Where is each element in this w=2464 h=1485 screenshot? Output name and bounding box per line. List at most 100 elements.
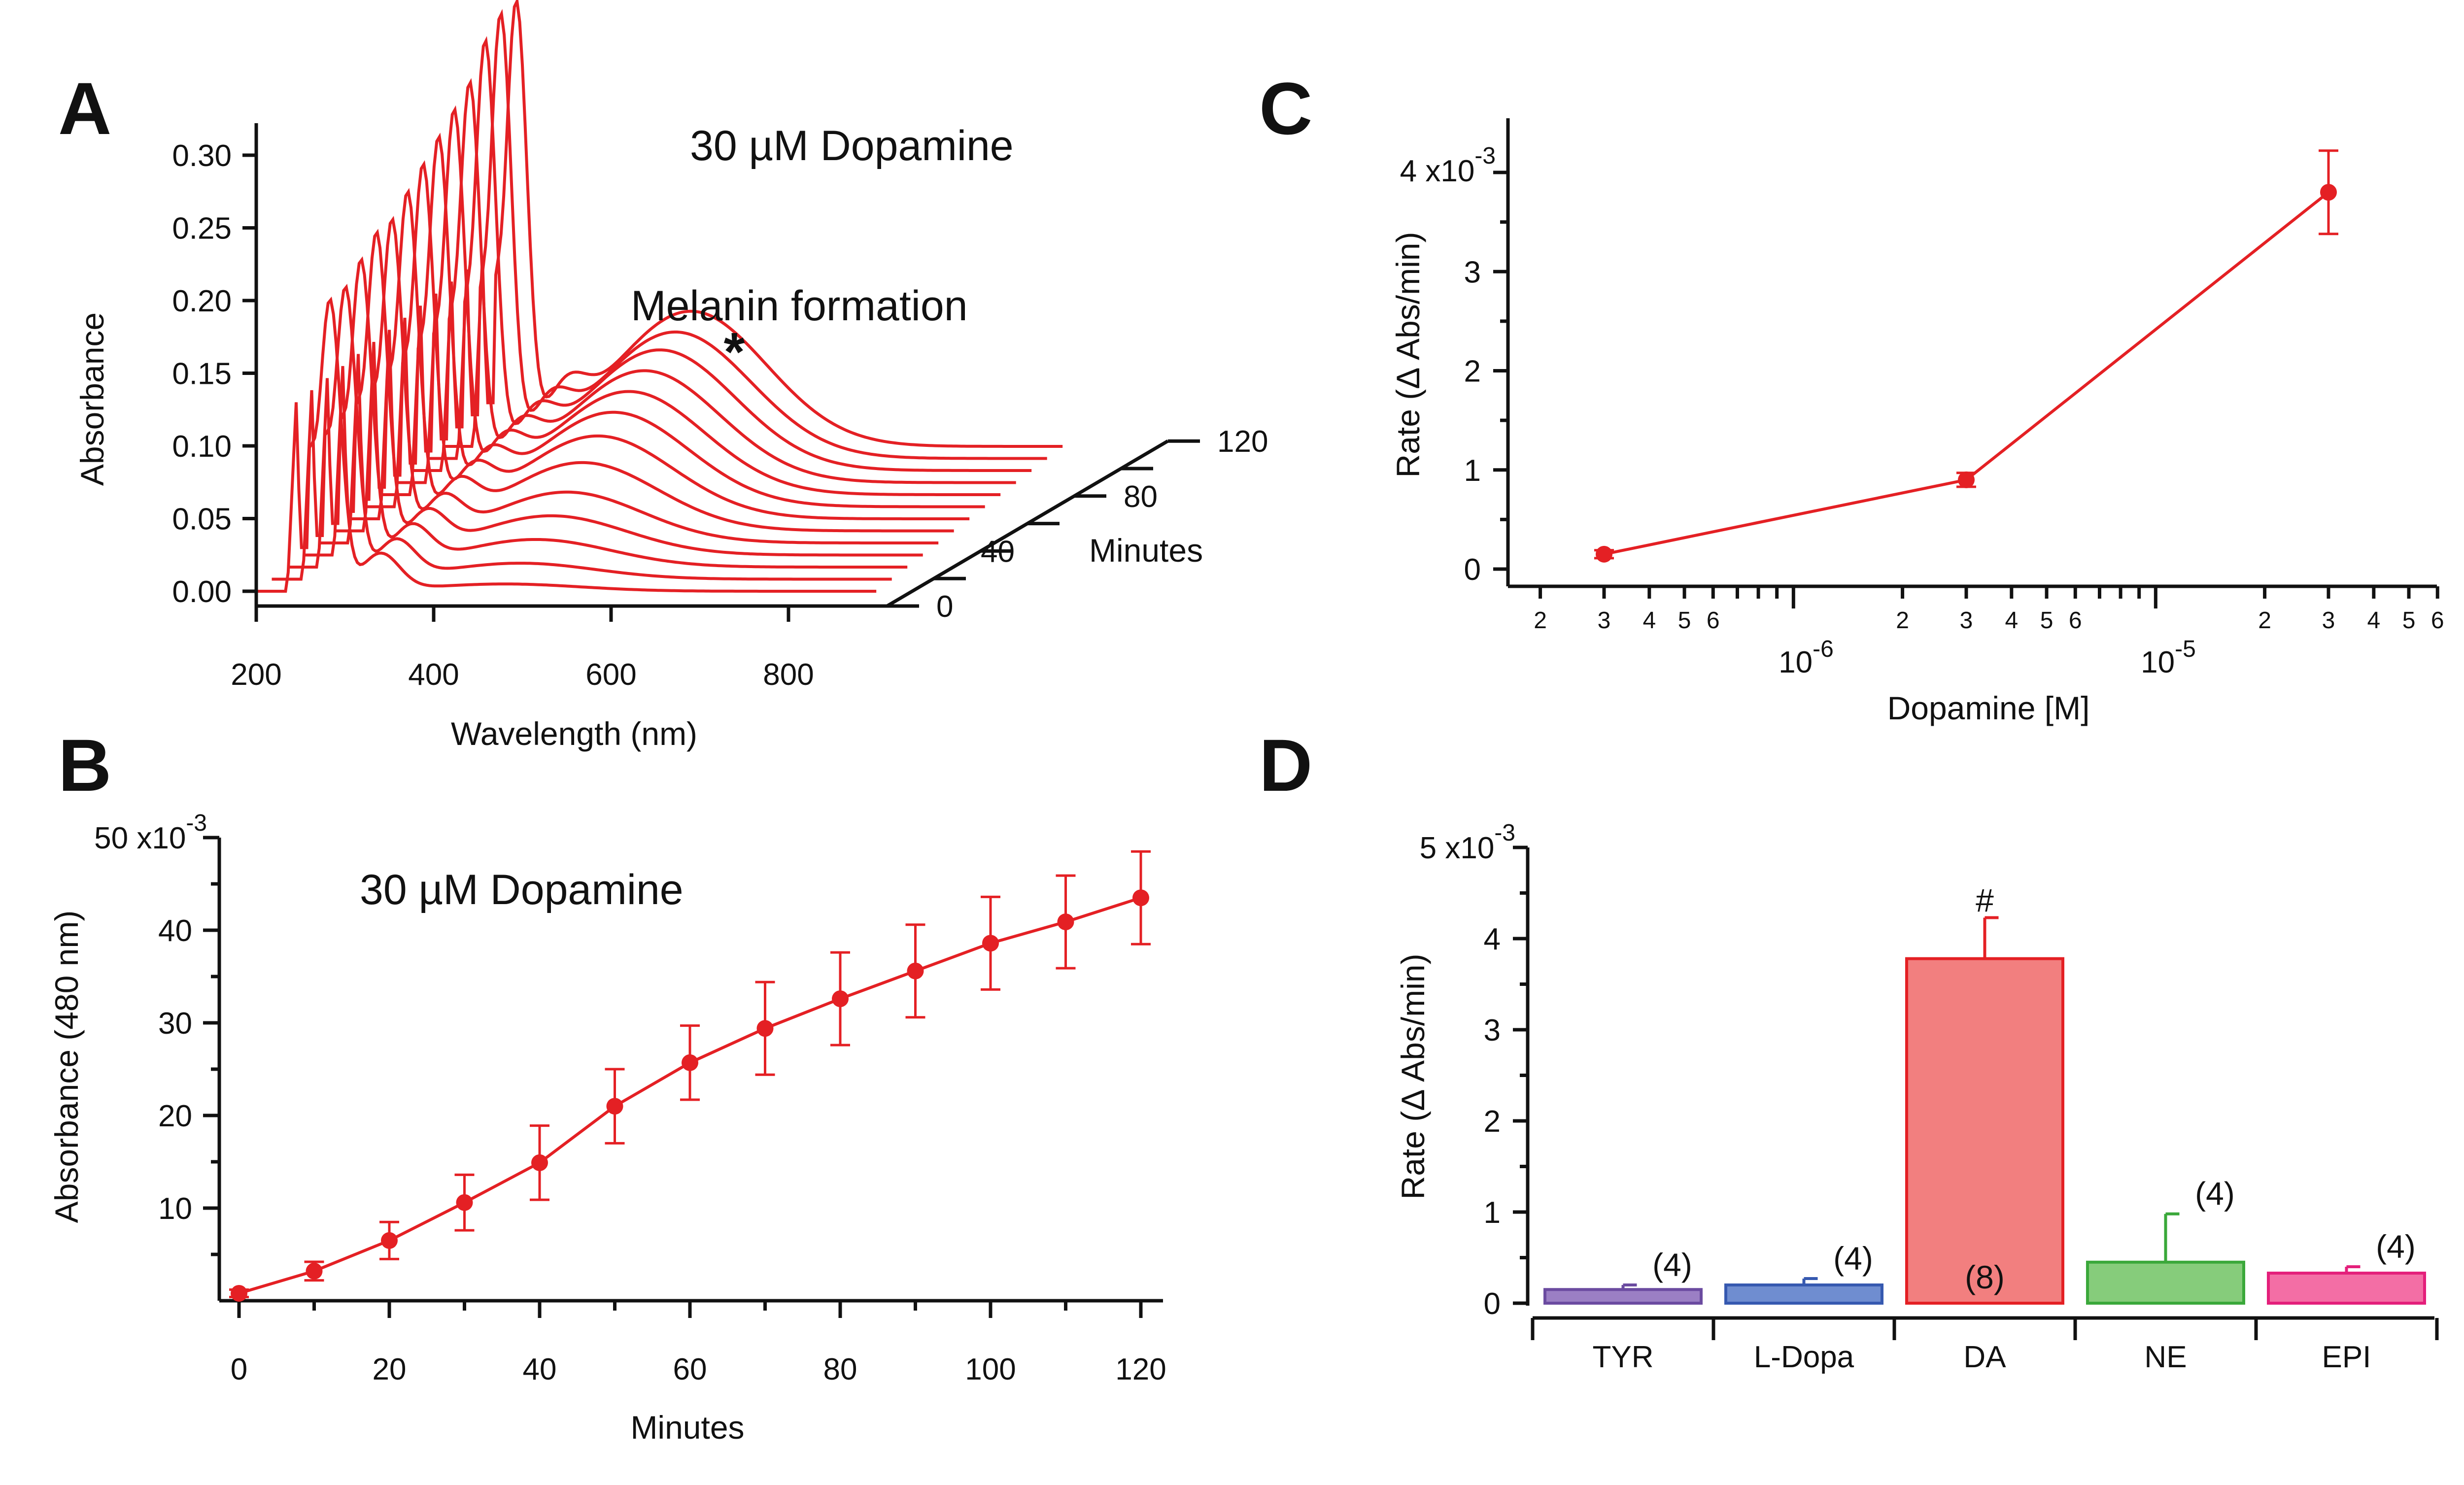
panel-a-y-tick-label: 0.15 (172, 357, 232, 391)
panel-d-category-label: TYR (1593, 1340, 1654, 1374)
panel-b-y-tick-label: 40 (158, 914, 192, 948)
panel-a-spectrum-t20 (287, 256, 908, 569)
panel-c-y-tick-label: 2 (1464, 355, 1481, 389)
panel-d-category-label: EPI (2322, 1340, 2371, 1374)
panel-c-x-tick-label: 4 (2367, 608, 2380, 634)
panel-a-y-tick-label: 0.10 (172, 430, 232, 464)
panel-b-x-tick-label: 80 (823, 1352, 857, 1386)
panel-a-xlabel: Wavelength (nm) (451, 715, 697, 752)
panel-d-category-label: L-Dopa (1754, 1340, 1854, 1374)
panel-a-ylabel: Absorbance (74, 312, 110, 486)
panel-a-x-tick-label: 800 (763, 658, 814, 692)
panel-a-x-ticks: 200 400 600 800 (231, 606, 814, 692)
panel-b-point (231, 1284, 247, 1302)
panel-a-peak-marker: * (724, 322, 745, 382)
panel-a-x-tick-label: 200 (231, 658, 281, 692)
panel-c-y-tick-label: 0 (1464, 553, 1481, 587)
panel-d-n-label: (8) (1965, 1259, 2005, 1295)
panel-b-series (229, 850, 1151, 1302)
panel-a-y-tick-label: 0.20 (172, 284, 232, 318)
panel-a-spectrum-t120 (443, 0, 1063, 448)
panel-c-x-tick-label: 5 (2402, 608, 2416, 634)
panel-b-x-tick-label: 100 (965, 1352, 1016, 1386)
panel-a-z-tick-label: 80 (1124, 480, 1158, 514)
panel-b-x-tick-label: 20 (373, 1352, 407, 1386)
panel-c-x-tick-label: 4 (1643, 608, 1656, 634)
panel-c-point (1958, 471, 1975, 488)
panel-c-x-tick-label: 6 (2431, 608, 2444, 634)
panel-c-xlabel: Dopamine [M] (1887, 690, 2090, 726)
panel-b-point (531, 1154, 548, 1171)
panel-d-category-label: DA (1963, 1340, 2006, 1374)
panel-c-x-tick-label: 3 (1598, 608, 1611, 634)
panel-a-y-tick-label: 0.05 (172, 503, 232, 537)
panel-b-ylabel: Absorbance (480 nm) (48, 911, 85, 1223)
panel-b-xlabel: Minutes (630, 1409, 744, 1446)
panel-a-x-tick-label: 400 (408, 658, 459, 692)
panel-c-decade-label-1: 10-6 (1779, 636, 1834, 679)
panel-b-point (1057, 913, 1074, 931)
panel-d-n-label: (4) (1833, 1240, 1873, 1277)
panel-c-series (1594, 149, 2338, 563)
panel-b-point (606, 1098, 623, 1115)
panel-b: B 10 20 30 40 0 20 40 60 80 100 120 50 x10-3 Abso… (48, 724, 1166, 1446)
panel-c-point (2320, 184, 2337, 201)
panel-b-point (832, 990, 849, 1008)
panel-a-spectrum-t10 (272, 284, 892, 581)
panel-d-bars: TYR (4) L-Dopa (4) DA (8) # NE (4) EPI (4) (1531, 882, 2439, 1374)
panel-d-y-tick-label: 3 (1484, 1013, 1501, 1047)
panel-a-y-tick-label: 0.25 (172, 212, 232, 246)
panel-a-spectra (256, 0, 1063, 593)
panel-d-y-ticks: 0 1 2 3 4 (1484, 845, 1528, 1321)
panel-a: A 0.000.050.100.150.200.250.30 200 400 600… (58, 0, 1268, 752)
panel-b-point (456, 1194, 473, 1211)
panel-a-y-tick-label: 0.00 (172, 575, 232, 609)
panel-a-spectrum-t0 (256, 296, 877, 593)
panel-b-x-tick-label: 0 (231, 1352, 247, 1386)
panel-c-x-tick-label: 2 (1896, 608, 1909, 634)
panel-b-point (381, 1232, 398, 1249)
panel-a-title: 30 µM Dopamine (690, 122, 1014, 169)
panel-d-y-tick-label: 2 (1484, 1105, 1501, 1139)
panel-d-bar-l-dopa (1724, 1283, 1883, 1305)
panel-b-point (1132, 889, 1149, 907)
panel-c-x-tick-label: 6 (1707, 608, 1720, 634)
panel-d-y-tick-label: 1 (1484, 1196, 1501, 1230)
panel-d-n-label: (4) (2376, 1228, 2416, 1265)
panel-b-point (907, 962, 924, 979)
panel-c-x-tick-label: 3 (1960, 608, 1973, 634)
panel-a-label: A (58, 67, 111, 150)
panel-b-y-tick-label: 30 (158, 1007, 192, 1041)
panel-c-y-tick-label: 1 (1464, 454, 1481, 488)
panel-d-y-top-tick: 5 x10-3 (1420, 820, 1515, 865)
panel-c-ylabel: Rate (Δ Abs/min) (1390, 232, 1426, 478)
panel-d-significance-marker: # (1976, 882, 1994, 918)
panel-a-z-tick-label: 0 (936, 590, 953, 624)
panel-a-y-ticks: 0.00 0.05 0.10 0.15 0.20 0.25 0.30 (172, 139, 256, 609)
panel-d-label: D (1259, 724, 1312, 807)
panel-b-label: B (58, 724, 111, 807)
panel-d: D 0 1 2 3 4 TYR (4) L-Dopa (4) DA (8) # NE (4) EPI (4)… (1259, 724, 2439, 1374)
panel-a-y-tick-label: 0.30 (172, 139, 232, 173)
panel-c-point (1596, 545, 1612, 563)
panel-d-y-tick-label: 4 (1484, 922, 1501, 956)
panel-a-z-ticks: 0 40 80 120 (887, 425, 1268, 624)
panel-b-y-tick-label: 10 (158, 1192, 192, 1226)
panel-c-x-tick-label: 3 (2322, 608, 2335, 634)
panel-a-spectrum-t30 (303, 229, 923, 557)
panel-b-point (682, 1054, 698, 1071)
panel-d-bar-tyr (1543, 1288, 1703, 1305)
panel-a-annotation: Melanin formation (631, 282, 968, 330)
panel-a-z-tick-label: 120 (1217, 425, 1268, 459)
panel-b-y-tick-label: 20 (158, 1099, 192, 1133)
panel-d-ylabel: Rate (Δ Abs/min) (1395, 954, 1431, 1200)
panel-d-y-tick-label: 0 (1484, 1287, 1501, 1321)
panel-c-y-tick-label: 3 (1464, 255, 1481, 289)
panel-b-point (756, 1020, 774, 1037)
panel-c-line (1604, 191, 2329, 556)
panel-a-spectrum-t40 (318, 216, 939, 544)
panel-c-y-top-tick: 4 x10-3 (1400, 143, 1496, 188)
